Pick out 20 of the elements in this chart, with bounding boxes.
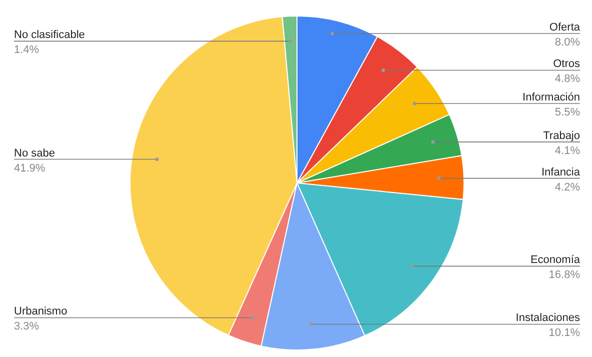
slice-label: Urbanismo <box>14 306 68 318</box>
slice-label: No sabe <box>14 147 55 160</box>
data-label: 16.8% <box>548 269 580 282</box>
slice-label: Infancia <box>541 166 581 178</box>
slice-label: Otros <box>553 58 580 70</box>
data-label: 5.5% <box>554 106 580 118</box>
slice-label: Economía <box>530 254 581 266</box>
slice-label: No clasificable <box>14 29 85 42</box>
data-label: 3.3% <box>14 320 40 333</box>
data-label: 10.1% <box>548 327 580 340</box>
data-label: 1.4% <box>14 44 40 56</box>
slice-label: Información <box>522 91 580 104</box>
data-label: 4.1% <box>554 144 580 157</box>
slice-label: Trabajo <box>543 130 580 142</box>
data-label: 4.2% <box>554 181 580 194</box>
data-label: 4.8% <box>554 73 580 86</box>
data-label: 8.0% <box>554 36 580 48</box>
slice-label: Instalaciones <box>516 312 580 324</box>
slice-label: Oferta <box>549 22 581 34</box>
data-label: 41.9% <box>14 162 46 174</box>
